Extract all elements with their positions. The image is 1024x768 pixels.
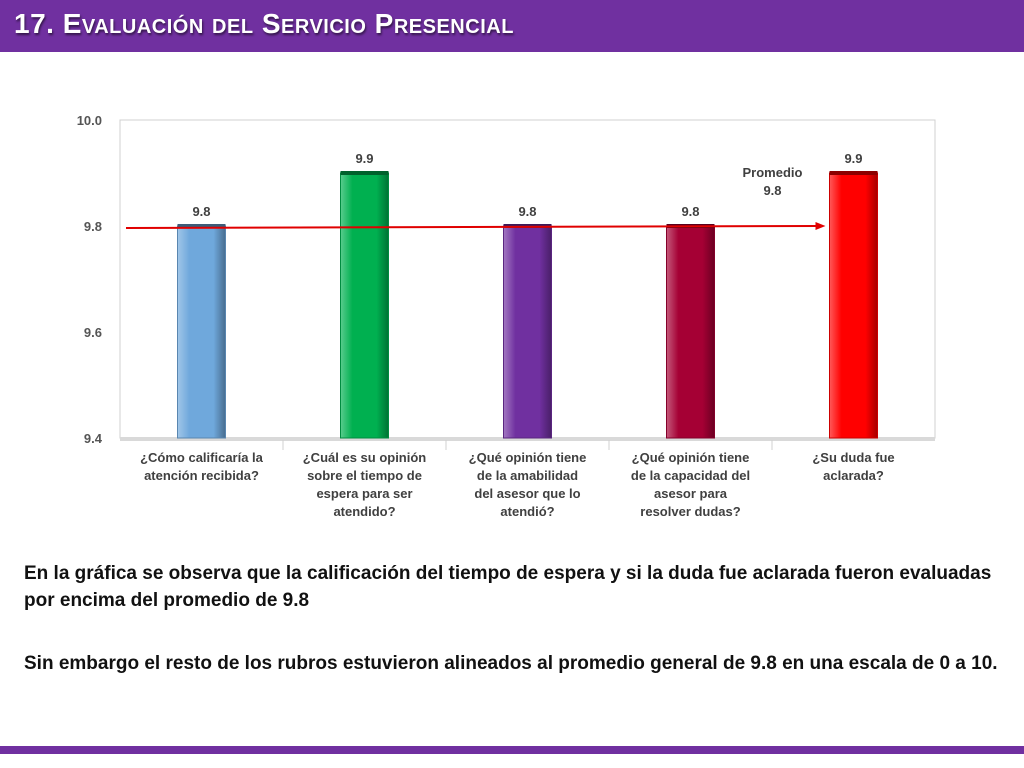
bar — [340, 172, 389, 439]
x-category-label: espera para ser — [316, 486, 412, 501]
average-arrow-head — [815, 222, 826, 230]
x-category-label: ¿Su duda fue — [812, 450, 894, 465]
bottom-bar — [0, 746, 1024, 754]
x-axis-line — [120, 437, 935, 441]
x-category-label: ¿Qué opinión tiene — [469, 450, 587, 465]
x-category-label: de la amabilidad — [477, 468, 578, 483]
x-category-label: ¿Qué opinión tiene — [632, 450, 750, 465]
average-label: 9.8 — [763, 183, 781, 198]
x-category-label: ¿Cuál es su opinión — [303, 450, 427, 465]
bar — [177, 225, 226, 439]
data-label: 9.9 — [844, 151, 862, 166]
x-category-label: atendió? — [500, 504, 554, 519]
data-label: 9.9 — [355, 151, 373, 166]
average-label: Promedio — [743, 165, 803, 180]
x-category-label: ¿Cómo calificaría la — [140, 450, 264, 465]
y-tick-label: 10.0 — [77, 113, 102, 128]
x-category-label: resolver dudas? — [640, 504, 740, 519]
page-title: 17. Evaluación del Servicio Presencial — [14, 8, 514, 39]
bar — [503, 225, 552, 439]
bar-chart: 9.4 9.6 9.8 10.0 9.8 ¿Cómo calificaría la aten… — [77, 113, 936, 519]
x-category-label: de la capacidad del — [631, 468, 750, 483]
x-category-label: atendido? — [333, 504, 395, 519]
y-tick-label: 9.8 — [84, 219, 102, 234]
x-category-label: asesor para — [654, 486, 728, 501]
summary-paragraph-2: Sin embargo el resto de los rubros estuv… — [24, 653, 998, 674]
bar-top — [177, 224, 226, 228]
y-tick-label: 9.4 — [84, 431, 103, 446]
title-bar: 17. Evaluación del Servicio Presencial — [0, 0, 1024, 52]
bar — [829, 172, 878, 439]
average-line — [125, 225, 818, 229]
y-tick-label: 9.6 — [84, 325, 102, 340]
bar-top — [829, 171, 878, 175]
data-label: 9.8 — [192, 204, 210, 219]
chart-container: 9.4 9.6 9.8 10.0 9.8 ¿Cómo calificaría la aten… — [0, 100, 1024, 540]
data-label: 9.8 — [518, 204, 536, 219]
summary-paragraph-1: En la gráfica se observa que la califica… — [24, 563, 992, 611]
x-category-label: del asesor que lo — [474, 486, 580, 501]
bar-top — [340, 171, 389, 175]
bar — [666, 225, 715, 439]
data-label: 9.8 — [681, 204, 699, 219]
x-category-label: sobre el tiempo de — [307, 468, 422, 483]
x-category-label: aclarada? — [823, 468, 884, 483]
x-category-label: atención recibida? — [144, 468, 259, 483]
